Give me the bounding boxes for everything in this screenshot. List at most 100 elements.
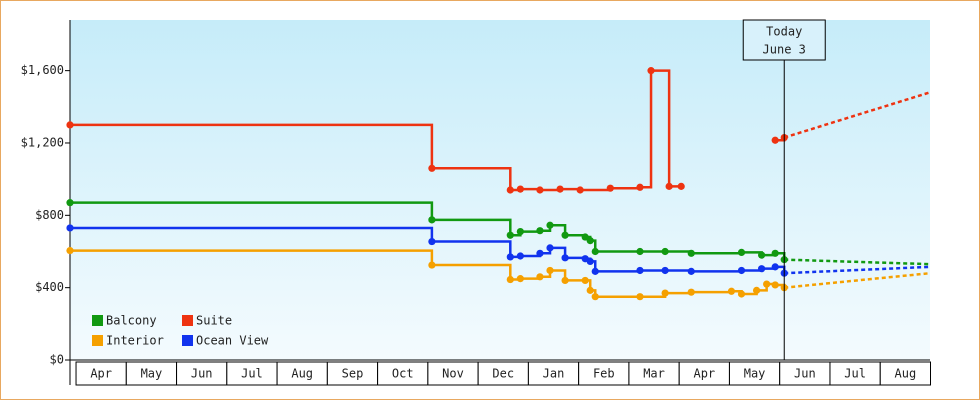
point bbox=[737, 248, 746, 256]
x-tick-label: Jan bbox=[543, 367, 565, 381]
point bbox=[66, 199, 74, 207]
point bbox=[516, 185, 524, 193]
point bbox=[591, 247, 599, 256]
x-tick-label: May bbox=[141, 367, 163, 381]
point bbox=[636, 247, 644, 256]
point bbox=[661, 247, 669, 256]
point bbox=[516, 252, 524, 260]
x-tick-label: Oct bbox=[392, 367, 414, 381]
forecast-line bbox=[783, 91, 931, 139]
point bbox=[752, 286, 761, 294]
today-label: Today bbox=[766, 25, 802, 39]
y-tick-label: $0 bbox=[50, 353, 64, 367]
point bbox=[687, 288, 695, 296]
point bbox=[591, 293, 599, 301]
point bbox=[556, 185, 564, 193]
point bbox=[561, 276, 569, 285]
point bbox=[636, 266, 644, 275]
point bbox=[771, 263, 779, 271]
point bbox=[546, 244, 554, 252]
today-box bbox=[742, 19, 826, 61]
point bbox=[687, 267, 695, 275]
point bbox=[586, 286, 594, 294]
point bbox=[606, 184, 614, 192]
legend-label: Ocean View bbox=[196, 334, 269, 348]
point bbox=[428, 164, 436, 172]
legend-swatch bbox=[92, 335, 103, 346]
x-tick-label: Feb bbox=[593, 367, 615, 381]
point bbox=[428, 237, 436, 246]
point bbox=[536, 227, 544, 235]
x-tick-label: Apr bbox=[90, 367, 112, 381]
plot-area bbox=[70, 20, 930, 360]
month-box bbox=[879, 361, 932, 386]
legend-swatch bbox=[92, 315, 103, 326]
x-tick-label: Jun bbox=[794, 367, 816, 381]
point bbox=[506, 231, 514, 239]
point bbox=[737, 266, 746, 275]
forecast-line bbox=[784, 271, 931, 289]
x-tick-label: Sep bbox=[342, 367, 364, 381]
x-tick-label: Aug bbox=[291, 367, 313, 381]
legend-label: Interior bbox=[106, 334, 164, 348]
x-tick-label: Mar bbox=[643, 367, 665, 381]
point bbox=[66, 121, 74, 129]
point bbox=[576, 186, 584, 194]
point bbox=[636, 293, 644, 301]
point bbox=[647, 67, 655, 75]
point bbox=[506, 275, 514, 284]
point bbox=[636, 183, 644, 191]
point bbox=[506, 253, 514, 261]
point bbox=[771, 136, 779, 144]
point bbox=[581, 276, 589, 285]
point bbox=[771, 281, 779, 289]
point bbox=[727, 287, 736, 295]
y-tick-label: $800 bbox=[35, 208, 64, 222]
x-tick-label: Nov bbox=[442, 367, 464, 381]
forecast-line bbox=[784, 265, 931, 275]
y-tick-label: $1,200 bbox=[21, 135, 64, 149]
today-label: June 3 bbox=[763, 43, 806, 57]
point bbox=[758, 251, 766, 259]
point bbox=[561, 231, 569, 239]
x-tick-label: Aug bbox=[895, 367, 917, 381]
x-tick-label: Jul bbox=[844, 367, 866, 381]
point bbox=[763, 280, 771, 288]
point bbox=[546, 266, 554, 275]
x-tick-label: Jun bbox=[191, 367, 213, 381]
point bbox=[506, 186, 514, 194]
point bbox=[661, 289, 669, 297]
y-tick-label: $1,600 bbox=[21, 63, 64, 77]
point bbox=[516, 227, 524, 236]
point bbox=[771, 249, 779, 257]
legend-swatch bbox=[182, 315, 193, 326]
legend-label: Suite bbox=[196, 314, 232, 328]
x-tick-label: Apr bbox=[693, 367, 715, 381]
point bbox=[661, 266, 669, 275]
point bbox=[586, 257, 594, 266]
x-tick-label: May bbox=[744, 367, 766, 381]
point bbox=[66, 246, 74, 255]
point bbox=[737, 290, 746, 298]
y-tick-label: $400 bbox=[35, 280, 64, 294]
forecast-line bbox=[784, 258, 931, 266]
point bbox=[665, 182, 673, 190]
point bbox=[546, 221, 554, 229]
point bbox=[536, 186, 544, 194]
point bbox=[536, 273, 544, 281]
point bbox=[428, 261, 436, 269]
point bbox=[758, 265, 766, 273]
x-tick-label: Dec bbox=[492, 367, 514, 381]
point bbox=[561, 254, 569, 262]
point bbox=[677, 182, 685, 190]
point bbox=[428, 216, 436, 224]
point bbox=[586, 237, 594, 245]
x-tick-label: Jul bbox=[241, 367, 263, 381]
point bbox=[687, 249, 695, 257]
legend-swatch bbox=[182, 335, 193, 346]
point bbox=[591, 267, 599, 275]
point bbox=[66, 224, 74, 232]
legend-label: Balcony bbox=[106, 314, 157, 328]
point bbox=[581, 233, 589, 241]
